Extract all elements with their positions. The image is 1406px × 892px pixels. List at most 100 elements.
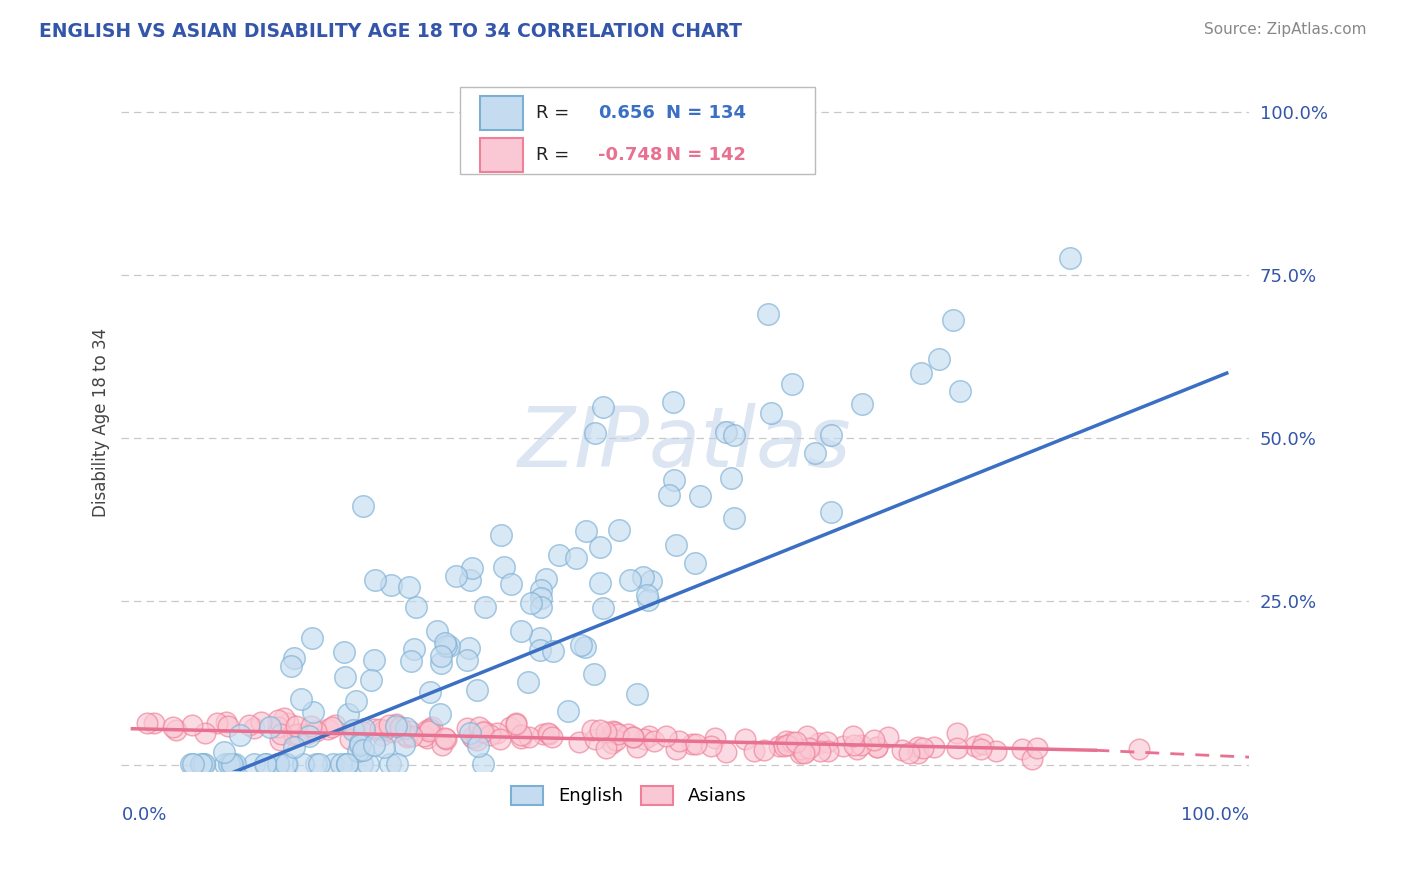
Point [180, 756, 202, 771]
Point [363, 723, 385, 737]
Point [349, 739, 371, 753]
Point [589, 540, 612, 554]
Point [392, 738, 415, 752]
Point [505, 716, 527, 731]
Point [429, 707, 451, 722]
Point [734, 731, 756, 746]
Point [689, 489, 711, 503]
Point [380, 578, 402, 592]
Point [637, 593, 659, 607]
Point [683, 557, 706, 571]
Point [537, 726, 560, 740]
Point [215, 714, 238, 729]
Point [165, 723, 187, 737]
Point [877, 730, 900, 744]
Point [288, 727, 311, 741]
Point [776, 739, 799, 753]
Point [221, 756, 243, 771]
Point [433, 636, 456, 650]
Point [662, 395, 685, 409]
Point [363, 653, 385, 667]
Point [463, 731, 485, 745]
Point [142, 715, 165, 730]
Point [665, 742, 688, 756]
Point [803, 446, 825, 460]
Point [347, 744, 370, 758]
Point [789, 747, 811, 761]
Point [416, 731, 439, 745]
Point [842, 729, 865, 743]
Point [606, 727, 628, 741]
Point [595, 724, 617, 739]
Point [378, 717, 401, 731]
Point [434, 731, 457, 746]
Point [457, 641, 479, 656]
Point [339, 731, 361, 746]
Point [394, 721, 416, 735]
Point [820, 428, 842, 442]
Point [299, 718, 322, 732]
Point [342, 723, 364, 737]
Point [420, 720, 443, 734]
Point [489, 528, 512, 542]
Point [254, 756, 277, 771]
Point [373, 740, 395, 755]
Point [807, 735, 830, 749]
Point [399, 654, 422, 668]
Point [494, 559, 516, 574]
Point [250, 715, 273, 730]
Point [617, 727, 640, 741]
Point [371, 728, 394, 742]
Point [907, 740, 929, 755]
Point [799, 741, 821, 756]
Point [353, 722, 375, 736]
Point [217, 719, 239, 733]
Point [352, 725, 374, 739]
Point [426, 624, 449, 638]
Point [467, 739, 489, 754]
Point [665, 538, 688, 552]
Point [534, 572, 557, 586]
Point [292, 756, 315, 771]
Point [640, 574, 662, 588]
Point [619, 573, 641, 587]
Point [194, 726, 217, 740]
Point [963, 739, 986, 753]
Point [270, 726, 292, 740]
Point [273, 711, 295, 725]
Point [318, 722, 340, 736]
Point [633, 570, 655, 584]
Text: ZIPatlas: ZIPatlas [519, 402, 852, 483]
Point [302, 705, 325, 719]
Point [419, 722, 441, 736]
Point [714, 745, 737, 759]
Point [297, 727, 319, 741]
Point [984, 744, 1007, 758]
Point [565, 550, 588, 565]
Point [385, 717, 408, 731]
Point [330, 756, 353, 771]
Point [530, 591, 553, 606]
Point [794, 745, 817, 759]
Point [793, 746, 815, 760]
Point [280, 659, 302, 673]
Point [456, 721, 478, 735]
Point [945, 741, 967, 756]
Point [498, 720, 520, 734]
Y-axis label: Disability Age 18 to 34: Disability Age 18 to 34 [93, 327, 110, 516]
Point [723, 428, 745, 442]
Point [602, 723, 624, 738]
Point [305, 756, 328, 771]
Point [583, 666, 606, 681]
Point [1025, 741, 1047, 756]
Point [529, 643, 551, 657]
Point [344, 694, 367, 708]
Point [472, 724, 495, 739]
Point [485, 726, 508, 740]
Point [285, 727, 308, 741]
Point [557, 704, 579, 718]
Point [465, 733, 488, 747]
Point [214, 756, 236, 771]
Point [283, 740, 305, 755]
Point [583, 426, 606, 441]
